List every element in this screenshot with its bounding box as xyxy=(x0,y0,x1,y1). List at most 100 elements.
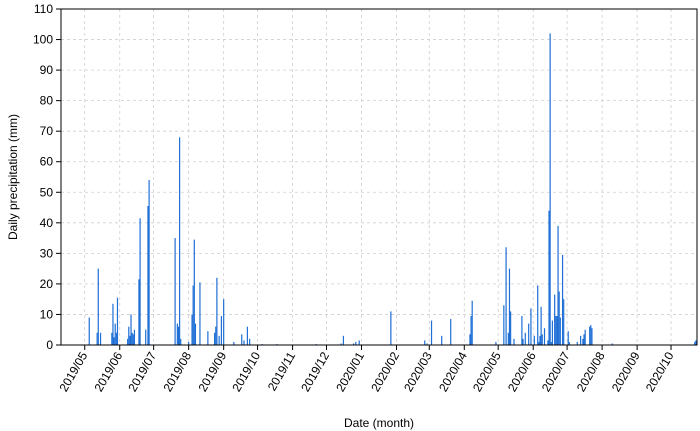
y-tick-label: 10 xyxy=(40,307,54,321)
precipitation-bar xyxy=(424,340,426,345)
precipitation-bar xyxy=(174,238,176,345)
precipitation-bar xyxy=(215,326,217,345)
y-tick-label: 0 xyxy=(46,338,53,352)
precipitation-bar xyxy=(559,317,561,345)
precipitation-bar xyxy=(537,285,539,345)
precipitation-bar xyxy=(223,299,225,345)
precipitation-bar xyxy=(521,315,523,345)
precipitation-bar xyxy=(694,341,696,345)
precipitation-bar xyxy=(495,341,497,345)
x-axis-ticks: 2019/05 2019/06 2019/07 2019/08 2019/09 2019/… xyxy=(57,345,677,394)
precipitation-bar xyxy=(147,206,149,345)
x-tick-label: 2020/10 xyxy=(643,349,677,394)
precipitation-bar xyxy=(199,282,201,345)
precipitation-bar xyxy=(177,326,180,345)
precipitation-bar xyxy=(426,343,428,345)
x-tick-label: 2019/05 xyxy=(57,349,91,394)
y-tick-label: 40 xyxy=(40,216,54,230)
precipitation-bar xyxy=(561,254,564,345)
bar-series xyxy=(88,33,697,345)
precipitation-bar xyxy=(533,335,535,345)
precipitation-bar xyxy=(563,299,565,345)
precipitation-bar xyxy=(582,338,584,345)
precipitation-bar xyxy=(352,343,355,345)
precipitation-bar xyxy=(522,338,524,345)
x-tick-label: 2019/06 xyxy=(92,349,126,394)
precipitation-bar xyxy=(133,329,136,345)
precipitation-bar xyxy=(528,323,530,345)
precipitation-bar xyxy=(216,277,218,345)
precipitation-bar xyxy=(194,323,197,345)
precipitation-bar xyxy=(145,329,147,345)
y-tick-label: 90 xyxy=(40,63,54,77)
precipitation-bar xyxy=(554,294,556,345)
precipitation-bar xyxy=(138,279,140,345)
precipitation-bar xyxy=(342,335,345,345)
precipitation-bar xyxy=(550,341,552,345)
precipitation-bar xyxy=(115,332,117,345)
y-tick-label: 20 xyxy=(40,277,54,291)
precipitation-bar xyxy=(112,303,114,345)
precipitation-bar xyxy=(97,268,99,345)
x-tick-label: 2020/01 xyxy=(333,349,367,394)
x-tick-label: 2020/08 xyxy=(574,349,608,394)
precipitation-bar xyxy=(241,334,243,345)
precipitation-bar xyxy=(188,341,190,345)
precipitation-bar xyxy=(510,311,512,345)
precipitation-bar xyxy=(568,341,570,345)
precipitation-bar xyxy=(530,308,532,345)
precipitation-bar xyxy=(218,335,220,345)
precipitation-bar xyxy=(471,300,473,345)
precipitation-bar xyxy=(130,314,132,345)
precipitation-bar xyxy=(99,332,102,345)
x-tick-label: 2019/08 xyxy=(160,349,194,394)
precipitation-bar xyxy=(129,335,131,345)
precipitation-bar xyxy=(591,328,593,345)
precipitation-bar xyxy=(358,340,360,345)
precipitation-bar xyxy=(127,338,129,345)
x-tick-label: 2019/11 xyxy=(265,349,299,393)
precipitation-bar xyxy=(583,334,585,345)
precipitation-bar xyxy=(580,335,582,345)
x-tick-label: 2020/04 xyxy=(436,349,470,394)
x-tick-label: 2020/07 xyxy=(539,349,573,394)
precipitation-bar xyxy=(611,343,613,345)
precipitation-bar xyxy=(148,180,150,345)
precipitation-bar xyxy=(539,335,541,345)
precipitation-bar xyxy=(131,332,133,345)
y-tick-label: 50 xyxy=(40,185,54,199)
precipitation-bar xyxy=(214,332,216,345)
precipitation-bar xyxy=(695,340,697,345)
precipitation-bar xyxy=(390,311,392,345)
precipitation-bar xyxy=(249,338,251,345)
x-tick-label: 2019/12 xyxy=(298,349,332,394)
precipitation-bar xyxy=(548,210,550,345)
precipitation-bar xyxy=(551,320,553,345)
precipitation-bar xyxy=(558,291,560,345)
x-tick-label: 2020/03 xyxy=(401,349,435,394)
precipitation-bar xyxy=(233,341,235,345)
precipitation-bar xyxy=(441,335,443,345)
precipitation-bar xyxy=(340,343,342,345)
y-tick-label: 110 xyxy=(34,2,53,16)
precipitation-bar xyxy=(503,305,505,345)
precipitation-bar xyxy=(193,239,195,345)
precipitation-bar xyxy=(540,306,542,345)
precipitation-bar xyxy=(192,285,194,345)
precipitation-bar xyxy=(547,340,549,345)
precipitation-bar xyxy=(538,341,540,345)
x-tick-label: 2020/06 xyxy=(505,349,539,394)
precipitation-bar xyxy=(113,337,115,345)
precipitation-bar xyxy=(176,323,178,345)
y-axis-ticks: 0 10 20 30 40 50 60 70 80 90 100 110 xyxy=(33,2,61,352)
y-tick-label: 80 xyxy=(40,94,54,108)
precipitation-bar xyxy=(128,326,130,345)
precipitation-bar xyxy=(507,332,509,345)
precipitation-bar xyxy=(207,331,209,345)
x-tick-label: 2019/09 xyxy=(195,349,229,394)
precipitation-bar xyxy=(589,326,591,345)
precipitation-bar xyxy=(557,225,559,345)
x-tick-label: 2020/05 xyxy=(470,349,504,394)
precipitation-bar xyxy=(116,297,119,345)
